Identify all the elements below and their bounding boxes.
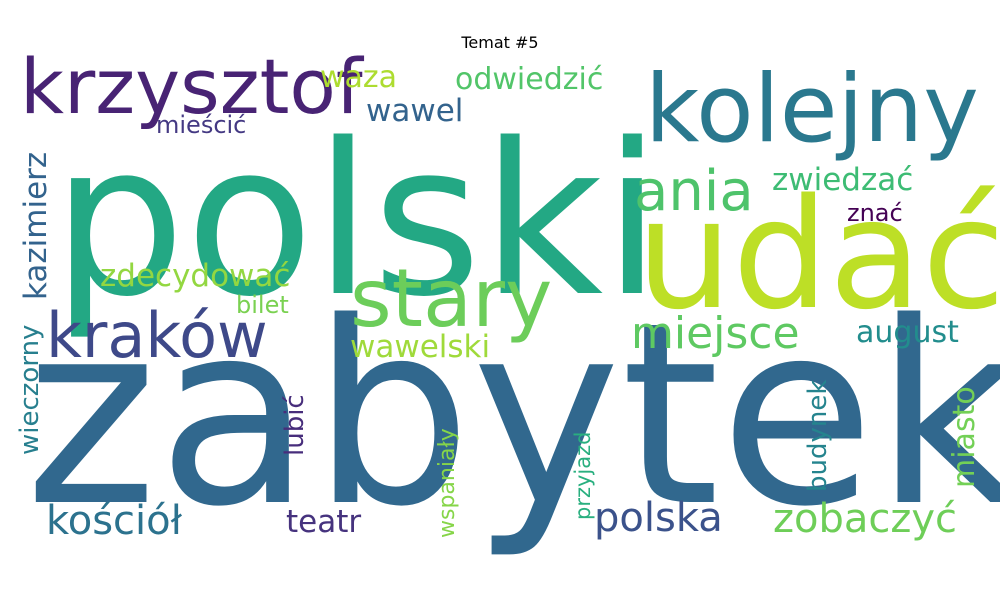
word-mieścić: mieścić (156, 111, 246, 139)
word-zwiedzać: zwiedzać (772, 162, 913, 198)
word-ania: ania (634, 159, 754, 224)
word-zobaczyć: zobaczyć (773, 496, 957, 542)
word-stary: stary (350, 252, 552, 345)
word-lubić: lubić (280, 394, 310, 456)
word-waza: waza (320, 60, 397, 95)
word-kazimierz: kazimierz (18, 152, 54, 300)
word-wawel: wawel (366, 93, 463, 129)
word-teatr: teatr (286, 504, 361, 540)
word-kościół: kościół (46, 498, 183, 544)
word-wieczorny: wieczorny (15, 325, 45, 455)
word-wspaniały: wspaniały (435, 428, 460, 538)
word-miejsce: miejsce (631, 308, 800, 359)
word-udać: udać (636, 166, 1000, 343)
word-zabytek: zabytek (25, 269, 1000, 562)
word-budynek: budynek (803, 380, 833, 492)
word-wawelski: wawelski (350, 329, 490, 365)
word-polski: polski (52, 98, 662, 343)
word-znać: znać (847, 199, 903, 227)
word-zdecydować: zdecydować (100, 258, 290, 294)
word-przyjazd: przyjazd (571, 432, 595, 520)
word-krzysztof: krzysztof (20, 42, 365, 131)
word-august: august (856, 315, 959, 350)
word-kraków: kraków (46, 299, 268, 372)
word-miasto: miasto (947, 386, 982, 488)
word-kolejny: kolejny (645, 55, 979, 164)
word-bilet: bilet (236, 291, 289, 319)
word-odwiedzić: odwiedzić (455, 62, 603, 97)
word-polska: polska (594, 495, 723, 541)
chart-title: Temat #5 (461, 33, 539, 52)
